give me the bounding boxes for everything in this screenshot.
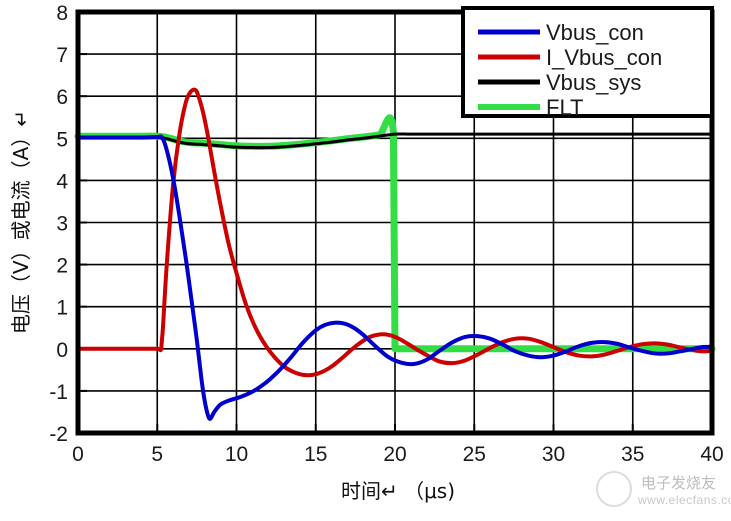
y-tick-label: -2 [49,423,68,446]
x-tick-label: 30 [542,443,565,466]
y-tick-labels: -2 -1 0 1 2 3 4 5 6 7 8 [49,2,68,446]
y-tick-label: 7 [56,44,68,67]
legend-box [461,6,714,118]
legend-label-vbus_con: Vbus_con [546,20,644,45]
x-tick-label: 0 [72,443,84,466]
series-line-vbus_con [76,134,714,421]
y-tick-label: 2 [56,255,68,278]
plot-frame [75,9,715,436]
x-tick-labels: 0 5 10 15 20 25 30 35 40 [72,443,724,466]
watermark-logo-icon [596,471,632,507]
x-tick-label: 10 [225,443,248,466]
y-tick-label: 8 [56,2,68,25]
watermark-url: www.elecfans.com [637,493,731,507]
series-line-vbus_sys [76,132,714,150]
y-axis-title: 电压（V）或电流（A）↵ [9,110,33,334]
x-tick-label: 25 [463,443,486,466]
y-tick-label: 5 [56,128,68,151]
x-tick-label: 5 [151,443,163,466]
legend-label-vbus_sys: Vbus_sys [546,70,641,95]
y-tick-label: -1 [49,381,68,404]
watermark: 电子发烧友 www.elecfans.com [596,471,731,507]
y-tick-label: 4 [56,170,68,193]
data-series-layer [74,87,716,421]
x-tick-label: 15 [304,443,327,466]
series-line-i_vbus_con [76,87,714,378]
y-tick-label: 0 [56,339,68,362]
x-tick-label: 35 [621,443,644,466]
legend-label-flt: FLT [546,95,583,120]
watermark-brand: 电子发烧友 [641,474,716,492]
x-tick-label: 20 [383,443,406,466]
y-tick-label: 1 [56,297,68,320]
y-tick-label: 6 [56,86,68,109]
x-axis-title: 时间↵ （μs) [341,479,455,503]
legend-label-i_vbus_con: I_Vbus_con [546,45,662,70]
x-tick-label: 40 [700,443,723,466]
y-tick-label: 3 [56,213,68,236]
